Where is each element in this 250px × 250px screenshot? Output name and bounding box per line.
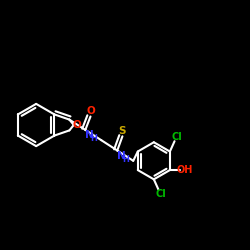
Text: H: H (122, 155, 130, 164)
Text: S: S (119, 126, 126, 136)
Text: H: H (91, 134, 98, 143)
Text: Cl: Cl (155, 189, 166, 199)
Text: N: N (117, 151, 126, 161)
Text: O: O (86, 106, 95, 116)
Text: Cl: Cl (171, 132, 182, 141)
Text: O: O (73, 120, 82, 130)
Text: N: N (85, 130, 94, 140)
Text: OH: OH (177, 165, 193, 175)
